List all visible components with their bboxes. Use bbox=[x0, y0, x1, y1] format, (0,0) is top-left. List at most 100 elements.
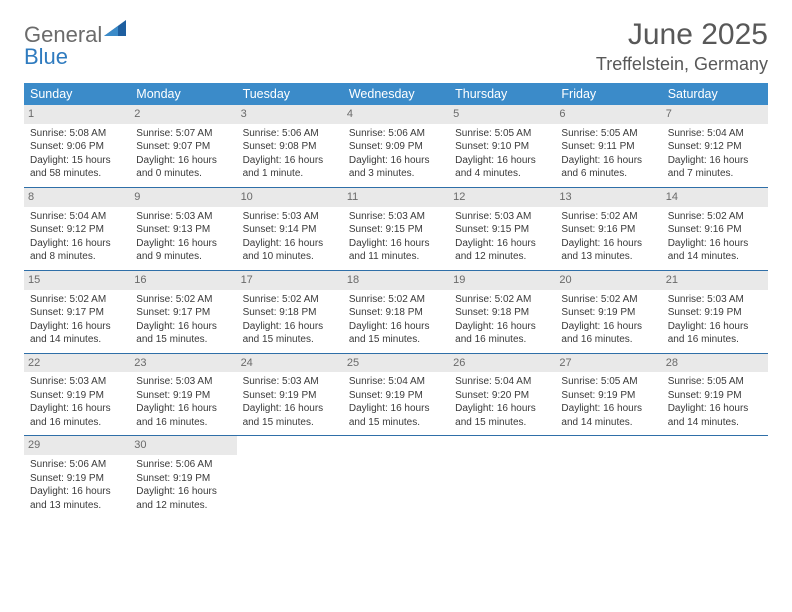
sunset-text: Sunset: 9:14 PM bbox=[243, 223, 337, 237]
day-number: 10 bbox=[237, 188, 343, 207]
calendar-week-row: 22Sunrise: 5:03 AMSunset: 9:19 PMDayligh… bbox=[24, 354, 768, 437]
calendar-day-cell: 6Sunrise: 5:05 AMSunset: 9:11 PMDaylight… bbox=[555, 105, 661, 187]
calendar-day-cell: 29Sunrise: 5:06 AMSunset: 9:19 PMDayligh… bbox=[24, 436, 130, 518]
day-number: 4 bbox=[343, 105, 449, 124]
sunset-text: Sunset: 9:13 PM bbox=[136, 223, 230, 237]
calendar-day-cell bbox=[555, 436, 661, 518]
daylight-text: Daylight: 16 hours and 14 minutes. bbox=[668, 402, 762, 429]
calendar-day-cell: 7Sunrise: 5:04 AMSunset: 9:12 PMDaylight… bbox=[662, 105, 768, 187]
sunrise-text: Sunrise: 5:03 AM bbox=[30, 375, 124, 389]
sunset-text: Sunset: 9:20 PM bbox=[455, 389, 549, 403]
sunrise-text: Sunrise: 5:06 AM bbox=[243, 127, 337, 141]
day-number: 17 bbox=[237, 271, 343, 290]
daylight-text: Daylight: 15 hours and 58 minutes. bbox=[30, 154, 124, 181]
calendar-day-cell: 30Sunrise: 5:06 AMSunset: 9:19 PMDayligh… bbox=[130, 436, 236, 518]
sunset-text: Sunset: 9:19 PM bbox=[668, 389, 762, 403]
sunrise-text: Sunrise: 5:02 AM bbox=[30, 293, 124, 307]
sunrise-text: Sunrise: 5:06 AM bbox=[30, 458, 124, 472]
day-number: 22 bbox=[24, 354, 130, 373]
sunset-text: Sunset: 9:06 PM bbox=[30, 140, 124, 154]
sunset-text: Sunset: 9:19 PM bbox=[136, 389, 230, 403]
daylight-text: Daylight: 16 hours and 15 minutes. bbox=[243, 402, 337, 429]
sunset-text: Sunset: 9:17 PM bbox=[136, 306, 230, 320]
daylight-text: Daylight: 16 hours and 10 minutes. bbox=[243, 237, 337, 264]
calendar-day-cell: 18Sunrise: 5:02 AMSunset: 9:18 PMDayligh… bbox=[343, 271, 449, 353]
daylight-text: Daylight: 16 hours and 15 minutes. bbox=[349, 402, 443, 429]
weekday-header: Friday bbox=[555, 83, 661, 105]
day-number: 13 bbox=[555, 188, 661, 207]
daylight-text: Daylight: 16 hours and 9 minutes. bbox=[136, 237, 230, 264]
sunrise-text: Sunrise: 5:02 AM bbox=[561, 210, 655, 224]
sunset-text: Sunset: 9:19 PM bbox=[561, 389, 655, 403]
calendar-day-cell: 28Sunrise: 5:05 AMSunset: 9:19 PMDayligh… bbox=[662, 354, 768, 436]
calendar-day-cell: 14Sunrise: 5:02 AMSunset: 9:16 PMDayligh… bbox=[662, 188, 768, 270]
daylight-text: Daylight: 16 hours and 4 minutes. bbox=[455, 154, 549, 181]
brand-logo: General Blue bbox=[24, 24, 126, 68]
sunrise-text: Sunrise: 5:03 AM bbox=[243, 210, 337, 224]
sunset-text: Sunset: 9:19 PM bbox=[668, 306, 762, 320]
calendar-day-cell: 2Sunrise: 5:07 AMSunset: 9:07 PMDaylight… bbox=[130, 105, 236, 187]
sunset-text: Sunset: 9:19 PM bbox=[243, 389, 337, 403]
sunrise-text: Sunrise: 5:02 AM bbox=[349, 293, 443, 307]
calendar-day-cell: 25Sunrise: 5:04 AMSunset: 9:19 PMDayligh… bbox=[343, 354, 449, 436]
day-number: 23 bbox=[130, 354, 236, 373]
day-number: 16 bbox=[130, 271, 236, 290]
calendar-week-row: 15Sunrise: 5:02 AMSunset: 9:17 PMDayligh… bbox=[24, 271, 768, 354]
sunrise-text: Sunrise: 5:03 AM bbox=[136, 210, 230, 224]
sunset-text: Sunset: 9:11 PM bbox=[561, 140, 655, 154]
calendar-day-cell: 3Sunrise: 5:06 AMSunset: 9:08 PMDaylight… bbox=[237, 105, 343, 187]
day-number: 30 bbox=[130, 436, 236, 455]
day-number: 15 bbox=[24, 271, 130, 290]
day-number: 1 bbox=[24, 105, 130, 124]
daylight-text: Daylight: 16 hours and 14 minutes. bbox=[30, 320, 124, 347]
sunset-text: Sunset: 9:12 PM bbox=[668, 140, 762, 154]
day-number: 19 bbox=[449, 271, 555, 290]
day-number: 29 bbox=[24, 436, 130, 455]
brand-text: General Blue bbox=[24, 24, 126, 68]
calendar-day-cell: 8Sunrise: 5:04 AMSunset: 9:12 PMDaylight… bbox=[24, 188, 130, 270]
calendar-day-cell: 20Sunrise: 5:02 AMSunset: 9:19 PMDayligh… bbox=[555, 271, 661, 353]
sunrise-text: Sunrise: 5:04 AM bbox=[668, 127, 762, 141]
day-number: 21 bbox=[662, 271, 768, 290]
daylight-text: Daylight: 16 hours and 11 minutes. bbox=[349, 237, 443, 264]
sunset-text: Sunset: 9:17 PM bbox=[30, 306, 124, 320]
calendar-day-cell: 22Sunrise: 5:03 AMSunset: 9:19 PMDayligh… bbox=[24, 354, 130, 436]
day-number: 18 bbox=[343, 271, 449, 290]
daylight-text: Daylight: 16 hours and 14 minutes. bbox=[561, 402, 655, 429]
sunrise-text: Sunrise: 5:08 AM bbox=[30, 127, 124, 141]
sunset-text: Sunset: 9:19 PM bbox=[349, 389, 443, 403]
sunrise-text: Sunrise: 5:04 AM bbox=[30, 210, 124, 224]
daylight-text: Daylight: 16 hours and 3 minutes. bbox=[349, 154, 443, 181]
sunset-text: Sunset: 9:18 PM bbox=[349, 306, 443, 320]
calendar-day-cell: 23Sunrise: 5:03 AMSunset: 9:19 PMDayligh… bbox=[130, 354, 236, 436]
calendar-day-cell: 26Sunrise: 5:04 AMSunset: 9:20 PMDayligh… bbox=[449, 354, 555, 436]
day-number: 6 bbox=[555, 105, 661, 124]
sunrise-text: Sunrise: 5:05 AM bbox=[668, 375, 762, 389]
daylight-text: Daylight: 16 hours and 12 minutes. bbox=[455, 237, 549, 264]
daylight-text: Daylight: 16 hours and 13 minutes. bbox=[30, 485, 124, 512]
sunrise-text: Sunrise: 5:06 AM bbox=[136, 458, 230, 472]
sunset-text: Sunset: 9:12 PM bbox=[30, 223, 124, 237]
sunset-text: Sunset: 9:16 PM bbox=[668, 223, 762, 237]
brand-triangle-icon bbox=[104, 20, 126, 38]
calendar-day-cell: 19Sunrise: 5:02 AMSunset: 9:18 PMDayligh… bbox=[449, 271, 555, 353]
daylight-text: Daylight: 16 hours and 16 minutes. bbox=[455, 320, 549, 347]
calendar-day-cell: 24Sunrise: 5:03 AMSunset: 9:19 PMDayligh… bbox=[237, 354, 343, 436]
sunrise-text: Sunrise: 5:02 AM bbox=[668, 210, 762, 224]
sunrise-text: Sunrise: 5:02 AM bbox=[455, 293, 549, 307]
daylight-text: Daylight: 16 hours and 8 minutes. bbox=[30, 237, 124, 264]
location-label: Treffelstein, Germany bbox=[596, 54, 768, 75]
weekday-header: Thursday bbox=[449, 83, 555, 105]
sunrise-text: Sunrise: 5:02 AM bbox=[243, 293, 337, 307]
sunrise-text: Sunrise: 5:05 AM bbox=[561, 127, 655, 141]
daylight-text: Daylight: 16 hours and 14 minutes. bbox=[668, 237, 762, 264]
sunset-text: Sunset: 9:07 PM bbox=[136, 140, 230, 154]
sunrise-text: Sunrise: 5:03 AM bbox=[136, 375, 230, 389]
day-number: 27 bbox=[555, 354, 661, 373]
sunset-text: Sunset: 9:08 PM bbox=[243, 140, 337, 154]
weekday-header: Monday bbox=[130, 83, 236, 105]
daylight-text: Daylight: 16 hours and 0 minutes. bbox=[136, 154, 230, 181]
calendar-day-cell: 5Sunrise: 5:05 AMSunset: 9:10 PMDaylight… bbox=[449, 105, 555, 187]
daylight-text: Daylight: 16 hours and 1 minute. bbox=[243, 154, 337, 181]
sunset-text: Sunset: 9:18 PM bbox=[243, 306, 337, 320]
